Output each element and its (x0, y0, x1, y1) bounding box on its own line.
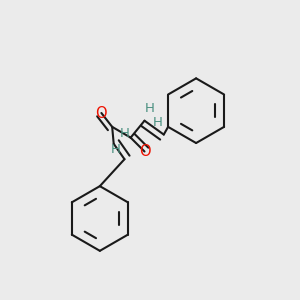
Text: O: O (139, 144, 150, 159)
Text: O: O (96, 106, 107, 121)
Text: H: H (120, 127, 129, 140)
Text: H: H (145, 102, 155, 115)
Text: H: H (153, 116, 163, 129)
Text: H: H (110, 143, 120, 157)
